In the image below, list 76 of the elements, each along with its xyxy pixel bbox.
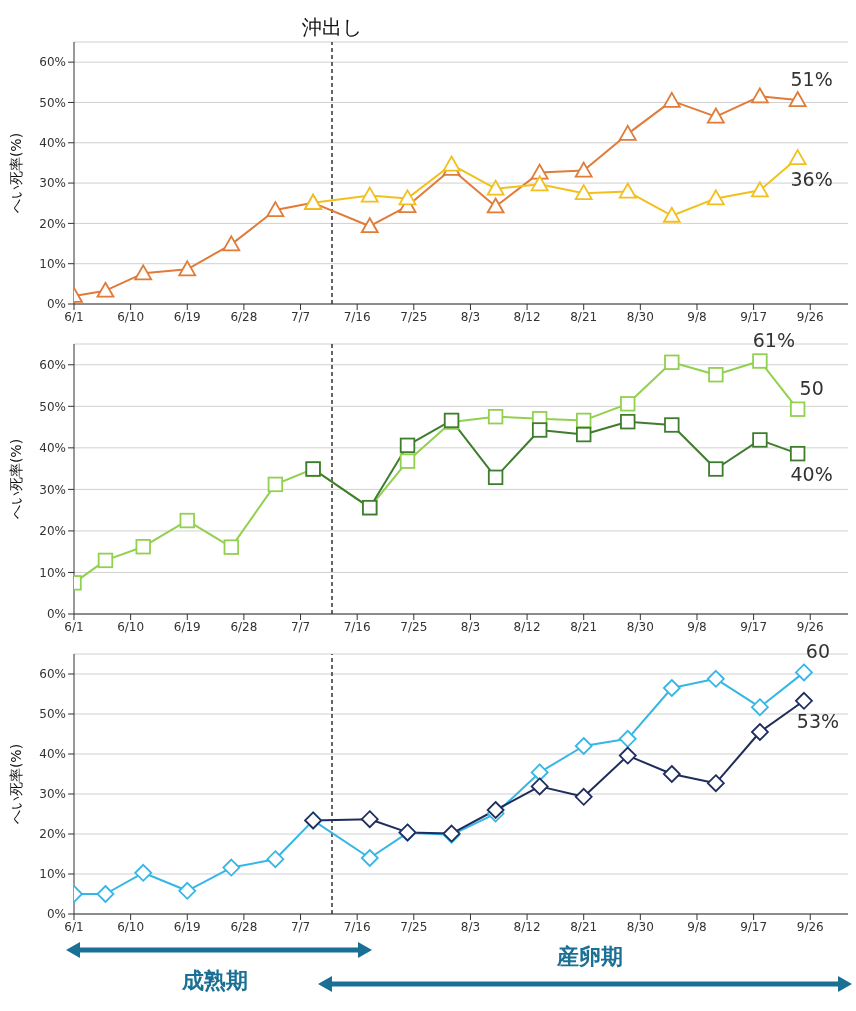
y-tick-label: 10%	[39, 256, 66, 271]
x-tick-label: 6/28	[230, 309, 258, 324]
x-tick-label: 8/21	[570, 919, 598, 934]
x-tick-label: 7/7	[290, 619, 311, 634]
y-tick-label: 50%	[39, 707, 66, 722]
annotation: 40%	[790, 463, 833, 486]
x-tick-label: 9/8	[687, 309, 707, 324]
x-tick-label: 6/10	[117, 619, 145, 634]
annotation: 61%	[752, 329, 796, 352]
x-tick-label: 8/3	[460, 309, 481, 324]
x-tick-label: 8/12	[513, 309, 541, 324]
x-tick-label: 6/1	[64, 619, 84, 634]
x-tick-label: 6/10	[117, 309, 145, 324]
x-tick-label: 7/7	[290, 309, 311, 324]
x-tick-label: 7/25	[400, 919, 428, 934]
y-tick-label: 60%	[39, 55, 66, 70]
annotation: 36%	[790, 167, 833, 190]
annotation: 50	[799, 377, 824, 400]
text: 成熟期	[181, 968, 248, 993]
x-tick-label: 7/25	[400, 309, 428, 324]
x-tick-label: 7/7	[290, 919, 311, 934]
x-tick-label: 9/26	[796, 619, 824, 634]
y-tick-label: 30%	[39, 482, 66, 497]
y-tick-label: 20%	[39, 216, 66, 231]
x-tick-label: 8/12	[513, 919, 541, 934]
x-tick-label: 6/28	[230, 919, 258, 934]
x-tick-label: 8/3	[460, 919, 481, 934]
annotation: 51%	[790, 68, 833, 91]
text: 産卵期	[556, 944, 623, 969]
x-tick-label: 7/16	[343, 619, 371, 634]
x-tick-label: 7/25	[400, 619, 428, 634]
x-tick-label: 9/17	[740, 309, 768, 324]
x-tick-label: 7/16	[343, 919, 371, 934]
x-tick-label: 7/16	[343, 309, 371, 324]
y-tick-label: 40%	[39, 747, 66, 762]
x-tick-label: 6/1	[64, 919, 84, 934]
y-tick-label: 10%	[39, 565, 66, 580]
x-tick-label: 8/3	[460, 619, 481, 634]
x-tick-label: 9/8	[687, 619, 707, 634]
x-tick-label: 9/17	[740, 919, 768, 934]
y-tick-label: 60%	[39, 667, 66, 682]
y-axis-title: へい死率(%)	[7, 743, 24, 825]
x-tick-label: 6/10	[117, 919, 145, 934]
annotation: 53%	[796, 710, 840, 733]
y-tick-label: 30%	[39, 176, 66, 191]
y-tick-label: 40%	[39, 136, 66, 151]
y-tick-label: 50%	[39, 399, 66, 414]
x-tick-label: 8/30	[626, 619, 654, 634]
y-tick-label: 10%	[39, 867, 66, 882]
x-tick-label: 8/21	[570, 619, 598, 634]
x-tick-label: 6/19	[173, 619, 201, 634]
ref-line-label: 沖出し	[302, 15, 362, 39]
y-tick-label: 20%	[39, 827, 66, 842]
y-tick-label: 60%	[39, 358, 66, 373]
y-tick-label: 0%	[46, 907, 66, 922]
x-tick-label: 8/30	[626, 309, 654, 324]
x-tick-label: 6/19	[173, 919, 201, 934]
y-tick-label: 30%	[39, 787, 66, 802]
y-axis-title: へい死率(%)	[7, 132, 24, 214]
x-tick-label: 9/26	[796, 309, 824, 324]
x-tick-label: 9/26	[796, 919, 824, 934]
x-tick-label: 9/8	[687, 919, 707, 934]
x-tick-label: 8/30	[626, 919, 654, 934]
x-tick-label: 8/12	[513, 619, 541, 634]
x-tick-label: 9/17	[740, 619, 768, 634]
y-tick-label: 40%	[39, 441, 66, 456]
annotation: 60	[805, 640, 831, 663]
x-tick-label: 6/28	[230, 619, 258, 634]
y-tick-label: 0%	[46, 297, 66, 312]
x-tick-label: 6/1	[64, 309, 84, 324]
x-tick-label: 6/19	[173, 309, 201, 324]
y-tick-label: 0%	[46, 607, 66, 622]
y-axis-title: へい死率(%)	[7, 438, 24, 520]
x-tick-label: 8/21	[570, 309, 598, 324]
y-tick-label: 50%	[39, 95, 66, 110]
y-tick-label: 20%	[39, 524, 66, 539]
